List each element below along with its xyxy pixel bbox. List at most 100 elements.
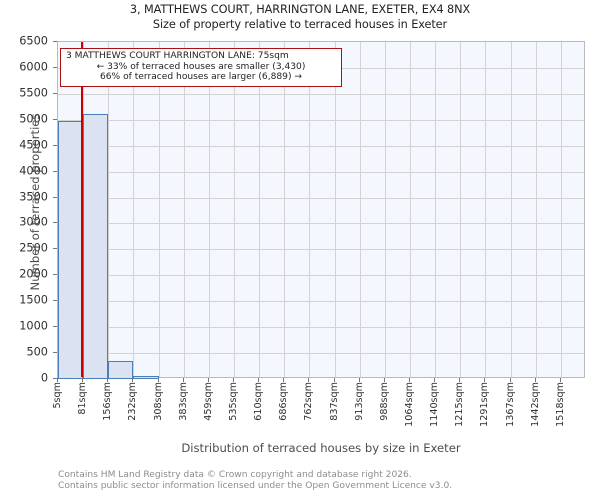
- gridline-vertical: [259, 42, 261, 377]
- x-axis-tick-mark: [434, 378, 436, 382]
- histogram-bar: [83, 113, 109, 379]
- gridline-vertical: [108, 42, 110, 377]
- y-axis-tick-mark: [53, 222, 57, 224]
- y-axis-tick-mark: [53, 352, 57, 354]
- x-axis-tick-label: 1064sqm: [404, 382, 415, 427]
- y-axis-tick-mark: [53, 196, 57, 198]
- y-axis-tick-mark: [53, 118, 57, 120]
- x-axis-tick-mark: [358, 378, 360, 382]
- x-axis-tick-label: 837sqm: [328, 382, 340, 421]
- annotation-line-1: 3 MATTHEWS COURT HARRINGTON LANE: 75sqm: [66, 51, 289, 61]
- x-axis-tick-label: 1367sqm: [504, 382, 516, 427]
- x-axis-ticks: 5sqm 81sqm 156sqm 232sqm 308sqm 383sqm 459sqm 5…: [52, 378, 585, 440]
- gridline-vertical: [535, 42, 537, 377]
- title-block: 3, MATTHEWS COURT, HARRINGTON LANE, EXET…: [0, 2, 600, 32]
- y-axis-tick-mark: [53, 326, 57, 328]
- gridline-vertical: [309, 42, 311, 377]
- y-axis-tick-label: 500: [26, 345, 48, 359]
- histogram-bar: [108, 360, 134, 379]
- y-axis-tick-mark: [53, 248, 57, 250]
- x-axis-tick-label: 1140sqm: [429, 382, 441, 427]
- x-axis-tick-mark: [484, 378, 486, 382]
- y-axis-tick-label: 1500: [19, 293, 48, 307]
- y-axis-title: Number of terraced properties: [28, 113, 42, 291]
- y-axis-tick-label: 2500: [19, 241, 48, 255]
- gridline-horizontal: [58, 353, 584, 355]
- x-axis-tick-mark: [409, 378, 410, 382]
- x-axis-tick-label: 232sqm: [127, 382, 139, 421]
- gridline-horizontal: [58, 275, 584, 277]
- x-axis-tick-mark: [534, 378, 536, 382]
- y-axis-tick-mark: [53, 378, 57, 379]
- x-axis-title: Distribution of terraced houses by size …: [181, 441, 461, 455]
- gridline-horizontal: [58, 327, 584, 329]
- x-axis-tick-label: 1215sqm: [454, 382, 466, 427]
- gridline-vertical: [158, 42, 160, 377]
- y-axis-tick-label: 6000: [19, 60, 48, 74]
- x-axis-tick-mark: [182, 378, 184, 382]
- x-axis-tick-mark: [233, 378, 234, 382]
- x-axis-tick-label: 156sqm: [102, 382, 114, 421]
- x-axis-tick-mark: [308, 378, 310, 382]
- chart-subtitle: Size of property relative to terraced ho…: [152, 18, 448, 31]
- gridline-vertical: [460, 42, 462, 377]
- x-axis-tick-label: 459sqm: [202, 382, 214, 421]
- y-axis-tick-mark: [53, 41, 57, 42]
- gridline-horizontal: [58, 223, 584, 225]
- x-axis-tick-mark: [283, 378, 285, 382]
- x-axis-tick-mark: [258, 378, 260, 382]
- footer-line-2: Contains public sector information licen…: [58, 481, 453, 491]
- x-axis-tick-label: 610sqm: [253, 382, 265, 421]
- gridline-horizontal: [58, 171, 584, 173]
- x-axis-tick-mark: [132, 378, 134, 382]
- y-axis-tick-label: 3500: [19, 190, 48, 204]
- y-axis-tick-mark: [53, 300, 57, 302]
- x-axis-tick-label: 535sqm: [228, 382, 239, 421]
- footer-line-1: Contains HM Land Registry data © Crown c…: [58, 470, 412, 480]
- property-annotation-box: 3 MATTHEWS COURT HARRINGTON LANE: 75sqm …: [60, 48, 342, 87]
- gridline-vertical: [208, 42, 210, 377]
- x-axis-tick-label: 383sqm: [177, 382, 189, 421]
- x-axis-tick-mark: [509, 378, 511, 382]
- x-axis-tick-label: 1442sqm: [529, 382, 541, 427]
- plot-area: [57, 41, 585, 379]
- gridline-horizontal: [58, 197, 584, 199]
- y-axis-tick-mark: [53, 66, 57, 68]
- gridline-horizontal: [58, 93, 584, 95]
- gridline-horizontal: [58, 145, 584, 147]
- x-axis-tick-label: 5sqm: [52, 382, 63, 409]
- gridline-horizontal: [58, 119, 584, 121]
- x-axis-tick-mark: [559, 378, 561, 382]
- y-axis-tick-label: 3000: [19, 215, 48, 229]
- gridline-vertical: [510, 42, 512, 377]
- footer-attribution: Contains HM Land Registry data © Crown c…: [58, 470, 598, 492]
- x-axis-tick-label: 762sqm: [303, 382, 315, 421]
- gridline-vertical: [384, 42, 386, 377]
- y-axis-tick-label: 6500: [19, 34, 48, 48]
- gridline-vertical: [334, 42, 336, 377]
- x-axis-tick-label: 1518sqm: [554, 382, 566, 427]
- gridline-vertical: [284, 42, 286, 377]
- x-axis-tick-mark: [459, 378, 461, 382]
- x-axis-tick-mark: [383, 378, 385, 382]
- y-axis-tick-mark: [53, 170, 57, 172]
- x-axis-tick-label: 308sqm: [152, 382, 164, 421]
- y-axis-tick-label: 5000: [19, 112, 48, 126]
- y-axis-tick-label: 4500: [19, 138, 48, 152]
- x-axis-tick-label: 81sqm: [77, 382, 89, 415]
- gridline-vertical: [359, 42, 361, 377]
- y-axis-tick-mark: [53, 274, 57, 276]
- gridline-horizontal: [58, 249, 584, 251]
- y-axis-tick-label: 1000: [19, 319, 48, 333]
- x-axis-tick-mark: [207, 378, 209, 382]
- y-axis-tick-mark: [53, 92, 57, 94]
- y-axis-ticks: 0 500 1000 1500 2000 2500 3000 3500 4000 4500 5000…: [0, 35, 57, 385]
- y-axis-tick-label: 4000: [19, 164, 48, 178]
- gridline-horizontal: [58, 301, 584, 303]
- x-axis-tick-mark: [157, 378, 159, 382]
- gridline-vertical: [410, 42, 411, 377]
- annotation-line-3: 66% of terraced houses are larger (6,889…: [99, 72, 303, 83]
- y-axis-tick-mark: [53, 144, 57, 146]
- x-axis-tick-label: 686sqm: [278, 382, 290, 421]
- y-axis-tick-label: 2000: [19, 267, 48, 281]
